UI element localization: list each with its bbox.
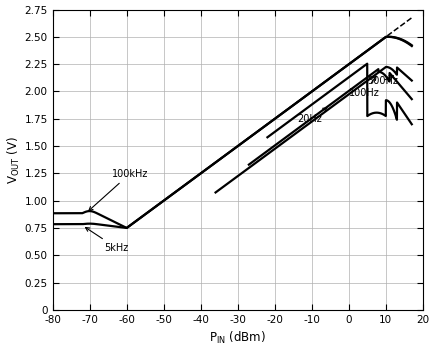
Text: 5kHz: 5kHz	[85, 227, 128, 253]
Text: 100Hz: 100Hz	[348, 76, 379, 98]
Y-axis label: V$_{\mathregular{OUT}}$ (V): V$_{\mathregular{OUT}}$ (V)	[6, 136, 22, 184]
Text: 500Hz: 500Hz	[366, 76, 397, 86]
X-axis label: P$_{\mathregular{IN}}$ (dBm): P$_{\mathregular{IN}}$ (dBm)	[209, 330, 266, 346]
Text: 100kHz: 100kHz	[89, 169, 148, 210]
Text: 20Hz: 20Hz	[296, 108, 326, 124]
